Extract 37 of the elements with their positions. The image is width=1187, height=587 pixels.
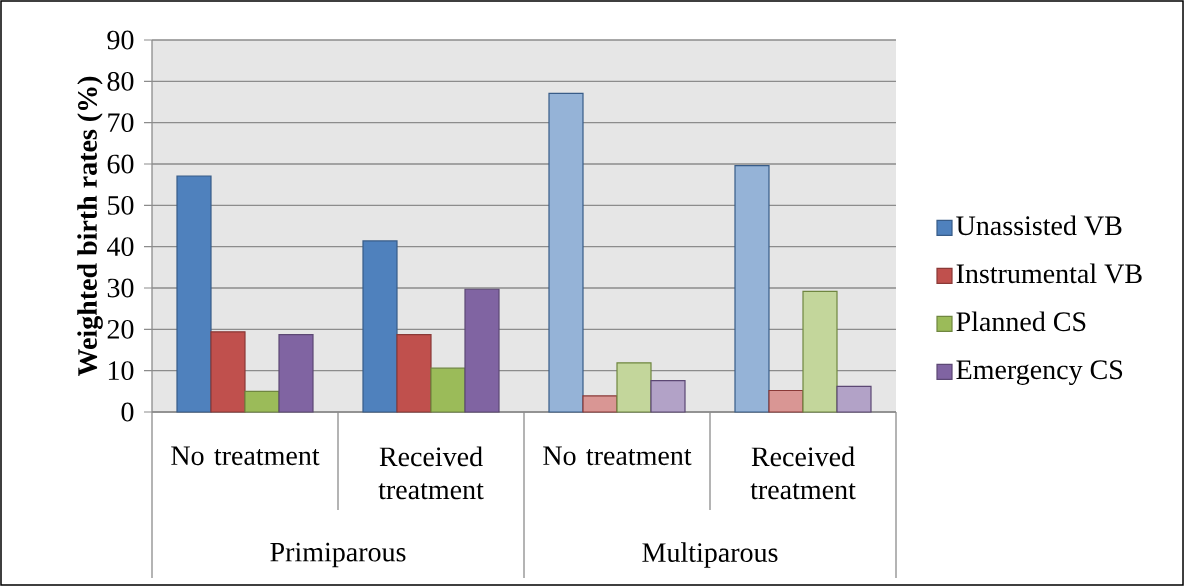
bar: [616, 362, 652, 413]
x-tick-label: No treatment: [171, 446, 320, 466]
y-tick-label: 80: [107, 71, 134, 91]
y-tick-label: 70: [108, 113, 134, 133]
bar: [768, 389, 804, 413]
y-tick-label: 90: [107, 30, 134, 50]
bar: [548, 92, 584, 413]
bar: [802, 290, 838, 413]
y-axis-title: Weighted birth rates (%): [77, 76, 103, 377]
y-tick-label: 30: [107, 278, 134, 298]
bar: [464, 288, 500, 413]
y-tick-label: 60: [107, 154, 134, 174]
y-tick-label: 0: [121, 402, 134, 422]
bar: [362, 240, 398, 413]
bar: [176, 175, 212, 413]
bar: [396, 334, 432, 413]
legend-label: Unassisted VB: [956, 215, 1122, 236]
bar: [430, 367, 466, 413]
bar: [836, 385, 872, 413]
text: Primiparous: [270, 542, 406, 568]
bar: [650, 379, 686, 413]
y-tick-label: 20: [107, 319, 134, 339]
x-tick-label: Received treatment: [750, 446, 856, 500]
bar: [244, 390, 280, 413]
y-tick-label: 50: [108, 195, 134, 215]
bar: [582, 395, 618, 413]
legend-label: Planned CS: [956, 311, 1086, 332]
x-tick-label: No treatment: [543, 446, 692, 466]
y-tick-label: 10: [108, 361, 134, 381]
text: Multiparous: [642, 542, 778, 568]
legend-label: Instrumental VB: [956, 263, 1142, 284]
legend-label: Emergency CS: [956, 360, 1123, 385]
x-tick-label: Received treatment: [378, 446, 484, 500]
bar: [278, 334, 314, 413]
bar: [210, 331, 246, 413]
bar: [734, 165, 770, 413]
y-tick-label: 40: [107, 237, 134, 257]
